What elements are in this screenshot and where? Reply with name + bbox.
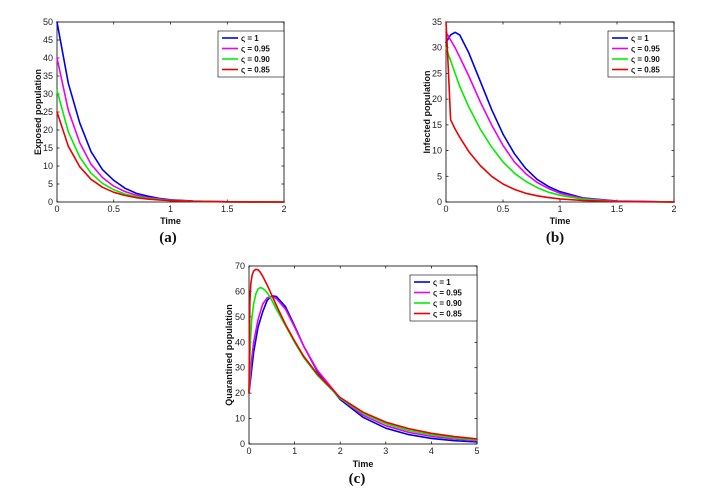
- y-tick-label-a: 20: [43, 125, 53, 135]
- y-tick-label-c: 70: [235, 261, 245, 271]
- panel-label-a: (a): [159, 230, 177, 246]
- x-tick-label-b: 1: [557, 204, 562, 214]
- x-tick-label-b: 1.5: [611, 204, 624, 214]
- legend-label-a-2: ς = 0.95: [241, 45, 270, 54]
- y-tick-label-a: 30: [43, 89, 53, 99]
- series-line-c-4: [248, 268, 478, 440]
- y-tick-label-c: 0: [240, 439, 245, 449]
- x-tick-label-b: 0: [443, 204, 448, 214]
- x-axis-label-b: Time: [550, 216, 571, 226]
- x-tick-label-c: 3: [383, 446, 388, 456]
- x-tick-label-c: 2: [338, 446, 343, 456]
- x-tick-label-c: 5: [474, 446, 479, 456]
- series-line-c-2: [248, 295, 478, 442]
- legend-label-a-4: ς = 0.85: [241, 66, 270, 75]
- x-tick-label-c: 4: [429, 446, 434, 456]
- y-tick-label-a: 35: [43, 71, 53, 81]
- y-tick-label-b: 20: [432, 94, 442, 104]
- x-axis-label-a: Time: [160, 216, 181, 226]
- y-axis-label-b: Infected population: [422, 71, 432, 154]
- y-tick-label-a: 45: [43, 35, 53, 45]
- y-tick-label-b: 10: [432, 146, 442, 156]
- x-tick-label-a: 2: [281, 204, 286, 214]
- x-tick-label-b: 0.5: [497, 204, 510, 214]
- y-tick-label-b: 25: [432, 68, 442, 78]
- series-line-b-4: [445, 21, 675, 203]
- y-tick-label-b: 5: [437, 171, 442, 181]
- y-tick-label-a: 40: [43, 53, 53, 63]
- x-tick-label-b: 2: [671, 204, 676, 214]
- y-tick-label-c: 10: [235, 414, 245, 424]
- y-tick-label-a: 50: [43, 17, 53, 27]
- legend-label-c-3: ς = 0.90: [433, 299, 462, 308]
- legend-label-b-1: ς = 1: [631, 34, 649, 43]
- y-tick-label-c: 20: [235, 388, 245, 398]
- legend-a: ς = 1 ς = 0.95ς = 0.90 ς = 0.85: [217, 30, 285, 78]
- legend-label-b-4: ς = 0.85: [631, 66, 660, 75]
- y-tick-label-b: 30: [432, 43, 442, 53]
- x-tick-label-c: 0: [246, 446, 251, 456]
- series-line-b-3: [445, 46, 675, 203]
- legend-label-c-2: ς = 0.95: [433, 289, 462, 298]
- legend-label-c-1: ς = 1: [433, 278, 451, 287]
- legend-label-b-2: ς = 0.95: [631, 45, 660, 54]
- legend-label-a-3: ς = 0.90: [241, 55, 270, 64]
- y-tick-label-b: 15: [432, 120, 442, 130]
- panel-label-c: (c): [349, 471, 366, 487]
- y-tick-label-c: 50: [235, 312, 245, 322]
- x-tick-label-a: 0: [54, 204, 59, 214]
- series-line-c-3: [248, 286, 478, 441]
- y-axis-label-c: Quarantined population: [224, 304, 234, 406]
- series-line-a-4: [56, 111, 285, 203]
- legend-c: ς = 1 ς = 0.95ς = 0.90 ς = 0.85: [409, 274, 478, 322]
- x-axis-label-c: Time: [353, 459, 374, 469]
- y-tick-label-a: 0: [48, 197, 53, 207]
- legend-b: ς = 1 ς = 0.95ς = 0.90 ς = 0.85: [607, 30, 675, 78]
- y-tick-label-c: 60: [235, 286, 245, 296]
- x-tick-label-a: 1: [168, 204, 173, 214]
- x-tick-label-a: 1.5: [221, 204, 234, 214]
- y-tick-label-a: 15: [43, 143, 53, 153]
- panel-label-b: (b): [546, 230, 564, 246]
- y-axis-label-a: Exposed population: [33, 69, 43, 155]
- series-line-b-1: [445, 31, 675, 203]
- y-tick-label-a: 10: [43, 161, 53, 171]
- y-tick-label-b: 35: [432, 17, 442, 27]
- y-tick-label-a: 5: [48, 179, 53, 189]
- y-tick-label-c: 40: [235, 337, 245, 347]
- legend-label-c-4: ς = 0.85: [433, 310, 462, 319]
- y-tick-label-b: 0: [437, 197, 442, 207]
- x-tick-label-c: 1: [292, 446, 297, 456]
- legend-label-b-3: ς = 0.90: [631, 55, 660, 64]
- y-tick-label-a: 25: [43, 107, 53, 117]
- y-tick-label-c: 30: [235, 363, 245, 373]
- legend-label-a-1: ς = 1: [241, 34, 259, 43]
- x-tick-label-a: 0.5: [107, 204, 120, 214]
- series-line-b-2: [445, 31, 675, 203]
